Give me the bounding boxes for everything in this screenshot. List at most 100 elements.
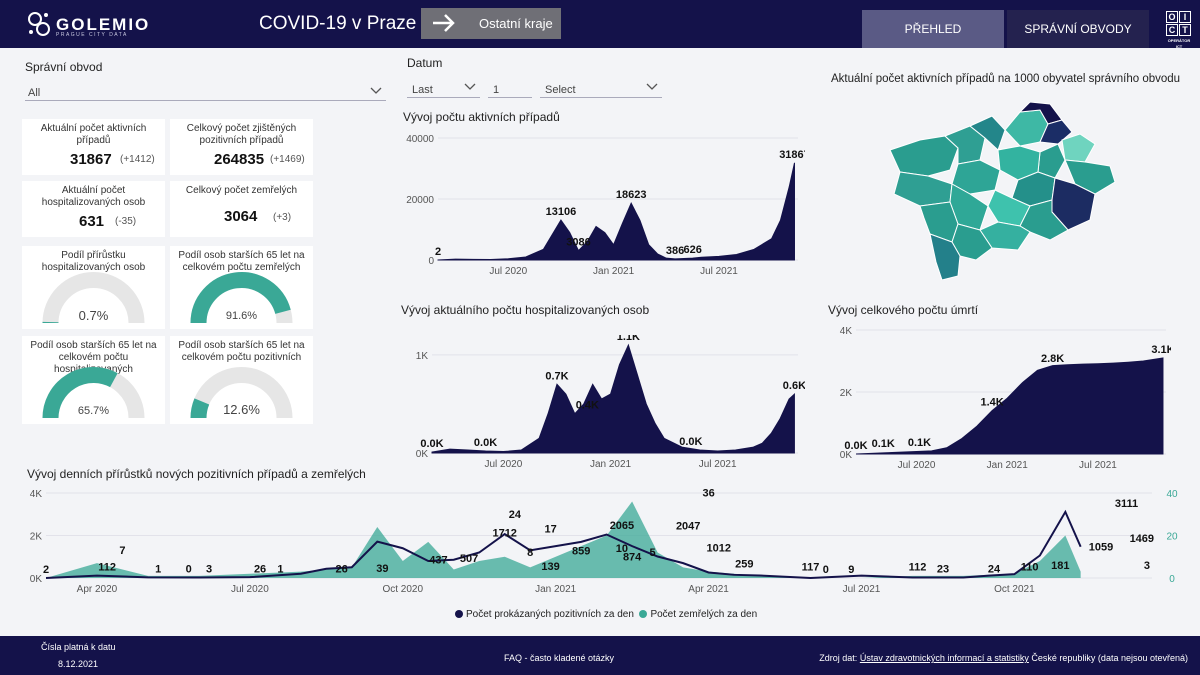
tab-districts[interactable]: SPRÁVNÍ OBVODY — [1007, 10, 1149, 48]
kpi-deaths-title: Celkový počet zemřelých — [185, 185, 298, 196]
data-label: 31867 — [779, 149, 805, 161]
x-tick-label: Jul 2020 — [898, 460, 936, 471]
data-label: 3 — [1144, 560, 1150, 572]
data-label: 26 — [335, 563, 347, 575]
data-label: 110 — [1021, 562, 1039, 574]
gauge-chart — [190, 272, 293, 324]
data-label: 1.4K — [980, 397, 1003, 409]
y-tick-label: 2K — [30, 532, 43, 543]
map-district[interactable] — [893, 171, 953, 207]
data-label: 1 — [155, 563, 161, 575]
deaths-chart-title: Vývoj celkového počtu úmrtí — [828, 303, 979, 317]
map-district[interactable] — [929, 233, 961, 280]
map-district[interactable] — [889, 135, 959, 177]
hosp-chart-title: Vývoj aktuálního počtu hospitalizovaných… — [401, 303, 650, 317]
gauge-fill — [190, 272, 291, 324]
data-label: 2 — [435, 246, 441, 258]
data-label: 139 — [541, 561, 559, 573]
positive-line-series — [45, 509, 1082, 580]
date-filter-label: Datum — [407, 56, 443, 70]
gauge-title: Podíl přírůstku hospitalizovaných osob — [41, 250, 146, 273]
x-tick-label: Jul 2021 — [843, 584, 881, 595]
active-cases-chart: 40000 20000 0 Jul 2020 Jan 2021 Jul 2021 2 1310… — [406, 134, 805, 277]
chevron-down-icon — [370, 87, 382, 95]
y-tick-label: 40000 — [406, 134, 434, 145]
data-label: 0.4K — [576, 400, 599, 412]
district-filter-label: Správní obvod — [25, 60, 103, 74]
map-district[interactable] — [1061, 133, 1096, 163]
gauge-fill — [190, 398, 210, 419]
data-label: 0.0K — [474, 437, 497, 449]
x-tick-label: Jan 2021 — [987, 460, 1029, 471]
y-tick-label: 2K — [840, 388, 853, 399]
x-tick-label: Apr 2021 — [688, 584, 729, 595]
data-label: 36 — [702, 488, 714, 500]
logo-subtitle: PRAGUE CITY DATA — [56, 32, 128, 38]
y-tick-label: 0K — [30, 574, 43, 585]
kpi-hosp-card: Aktuální počet hospitalizovaných osob 63… — [22, 181, 165, 237]
data-label: 0.7K — [545, 370, 568, 382]
kpi-total-title: Celkový počet zjištěných pozitivních pří… — [186, 123, 297, 146]
data-label: 1059 — [1089, 541, 1113, 553]
other-regions-button[interactable]: Ostatní kraje — [421, 8, 561, 39]
data-label: 0.6K — [783, 380, 805, 392]
daily-chart-title: Vývoj denních přírůstků nových pozitivní… — [27, 467, 366, 481]
data-label: 3111 — [1115, 498, 1138, 510]
prague-districts-map[interactable] — [880, 102, 1120, 280]
gauge-card: Podíl osob starších 65 let na celkovém p… — [170, 246, 313, 329]
kpi-active-value: 31867 — [70, 151, 112, 168]
data-label: 507 — [460, 553, 478, 565]
x-tick-label: Jan 2021 — [535, 584, 577, 595]
chevron-down-icon — [464, 83, 476, 91]
data-label: 24 — [988, 563, 1001, 575]
data-label: 859 — [572, 546, 590, 558]
data-label: 112 — [909, 562, 927, 574]
gauge-track — [190, 367, 293, 419]
deaths-area-series — [46, 501, 1081, 578]
data-label: 626 — [683, 244, 701, 256]
district-select[interactable]: All — [25, 84, 386, 101]
area-series — [855, 357, 1164, 455]
data-label: 0.0K — [420, 438, 443, 450]
kpi-hosp-delta: (-35) — [115, 216, 137, 227]
x-tick-label: Oct 2021 — [994, 584, 1035, 595]
date-count-value: 1 — [493, 84, 500, 96]
gauge-title: Podíl osob starších 65 let na celkovém p… — [178, 250, 305, 273]
data-label: 8 — [527, 547, 533, 559]
map-district[interactable] — [1039, 119, 1073, 145]
data-label: 2.8K — [1041, 353, 1064, 365]
data-label: 18623 — [616, 189, 647, 201]
date-unit-select[interactable]: Select — [540, 80, 662, 98]
gauge-chart — [42, 367, 145, 419]
data-label: 1012 — [707, 542, 731, 554]
date-unit-value: Select — [545, 84, 576, 96]
data-label: 0.0K — [844, 440, 867, 452]
data-label: 1 — [277, 563, 283, 575]
date-mode-select[interactable]: Last — [407, 80, 480, 98]
x-tick-label: Jan 2021 — [593, 266, 635, 277]
faq-link[interactable]: FAQ - často kladené otázky — [504, 653, 615, 663]
data-label: 39 — [376, 563, 388, 575]
map-district[interactable] — [969, 115, 1006, 151]
data-label: 10 — [616, 543, 628, 555]
map-district[interactable] — [919, 201, 959, 243]
kpi-total-card: Celkový počet zjištěných pozitivních pří… — [170, 119, 313, 175]
kpi-hosp-title: Aktuální počet hospitalizovaných osob — [41, 185, 146, 208]
golemio-logo[interactable]: GOLEMIO PRAGUE CITY DATA — [26, 10, 148, 40]
legend-deaths: Počet zemřelých za den — [650, 609, 758, 620]
y2-tick-label: 20 — [1166, 532, 1178, 543]
data-label: 3.1K — [1151, 344, 1171, 356]
x-tick-label: Jul 2020 — [485, 459, 523, 470]
gauge-value: 12.6% — [223, 402, 260, 417]
x-tick-label: Jan 2021 — [590, 459, 632, 470]
tab-overview[interactable]: PŘEHLED — [862, 10, 1004, 48]
gauge-value: 65.7% — [77, 405, 110, 417]
kpi-active-card: Aktuální počet aktivních případů 31867 (… — [22, 119, 165, 175]
gauge-chart — [42, 272, 145, 324]
oict-logo[interactable]: O I C T OPERÁTOR ICT — [1166, 11, 1192, 49]
date-count-input[interactable]: 1 — [488, 80, 532, 98]
data-label: 1712 — [492, 528, 516, 540]
chevron-down-icon — [646, 83, 658, 91]
data-label: 259 — [735, 558, 753, 570]
source-link[interactable]: Ústav zdravotnických informací a statist… — [859, 653, 1029, 663]
